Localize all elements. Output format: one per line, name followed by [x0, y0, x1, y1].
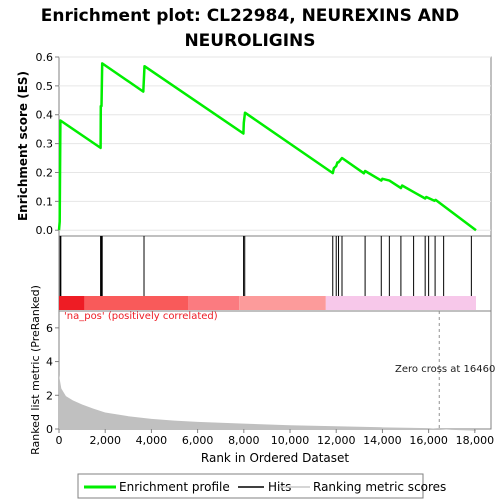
chart-title-line-1: Enrichment plot: CL22984, NEUREXINS AND [41, 6, 460, 26]
y-axis-title-metric: Ranked list metric (PreRanked) [29, 285, 42, 455]
es-tick-label: 0.1 [36, 195, 54, 208]
legend-label-ranking-metric: Ranking metric scores [313, 480, 446, 494]
legend-label-enrichment-profile: Enrichment profile [119, 480, 230, 494]
x-axis-title: Rank in Ordered Dataset [201, 451, 349, 465]
ranking-metric-area [59, 375, 476, 431]
x-tick-label: 2,000 [89, 434, 121, 447]
zero-cross-label: Zero cross at 16460 [395, 364, 495, 375]
y-axis-title-es: Enrichment score (ES) [16, 71, 30, 221]
es-tick-label: 0.3 [36, 138, 54, 151]
heat-bar-segment [84, 296, 189, 310]
x-tick-label: 4,000 [136, 434, 168, 447]
heat-bar-segment [188, 296, 240, 310]
es-tick-label: 0.2 [36, 166, 54, 179]
metric-tick-label: 6 [46, 322, 53, 335]
x-tick-label: 10,000 [271, 434, 310, 447]
heat-bar-segment [239, 296, 326, 310]
x-tick-label: 0 [56, 434, 63, 447]
heat-bar-segment [325, 296, 476, 310]
metric-tick-label: 4 [46, 356, 53, 369]
x-tick-label: 8,000 [228, 434, 260, 447]
legend: Enrichment profile Hits Ranking metric s… [77, 473, 446, 499]
heat-bar-segment [59, 296, 85, 310]
chart-title-line-2: NEUROLIGINS [184, 31, 315, 51]
legend-label-hits: Hits [268, 480, 291, 494]
es-tick-label: 0.6 [36, 51, 54, 64]
x-tick-label: 12,000 [317, 434, 356, 447]
es-panel [58, 56, 492, 237]
metric-tick-label: 0 [46, 423, 53, 436]
positive-correlation-label: 'na_pos' (positively correlated) [64, 311, 218, 322]
x-tick-label: 18,000 [456, 434, 495, 447]
es-tick-label: 0.0 [36, 224, 54, 237]
x-tick-label: 6,000 [182, 434, 214, 447]
metric-tick-label: 2 [46, 389, 53, 402]
enrichment-profile-line [57, 62, 477, 232]
x-tick-label: 16,000 [409, 434, 448, 447]
x-tick-label: 14,000 [363, 434, 402, 447]
metric-panel [58, 310, 492, 430]
es-tick-label: 0.4 [36, 109, 54, 122]
es-tick-label: 0.5 [36, 80, 54, 93]
